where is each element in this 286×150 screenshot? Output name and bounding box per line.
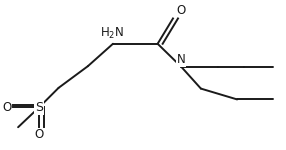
Text: N: N [177, 53, 186, 66]
Text: O: O [176, 4, 185, 17]
Text: O: O [3, 101, 12, 114]
Text: H$_2$N: H$_2$N [100, 26, 124, 41]
Text: S: S [35, 101, 43, 114]
Text: O: O [34, 128, 44, 141]
